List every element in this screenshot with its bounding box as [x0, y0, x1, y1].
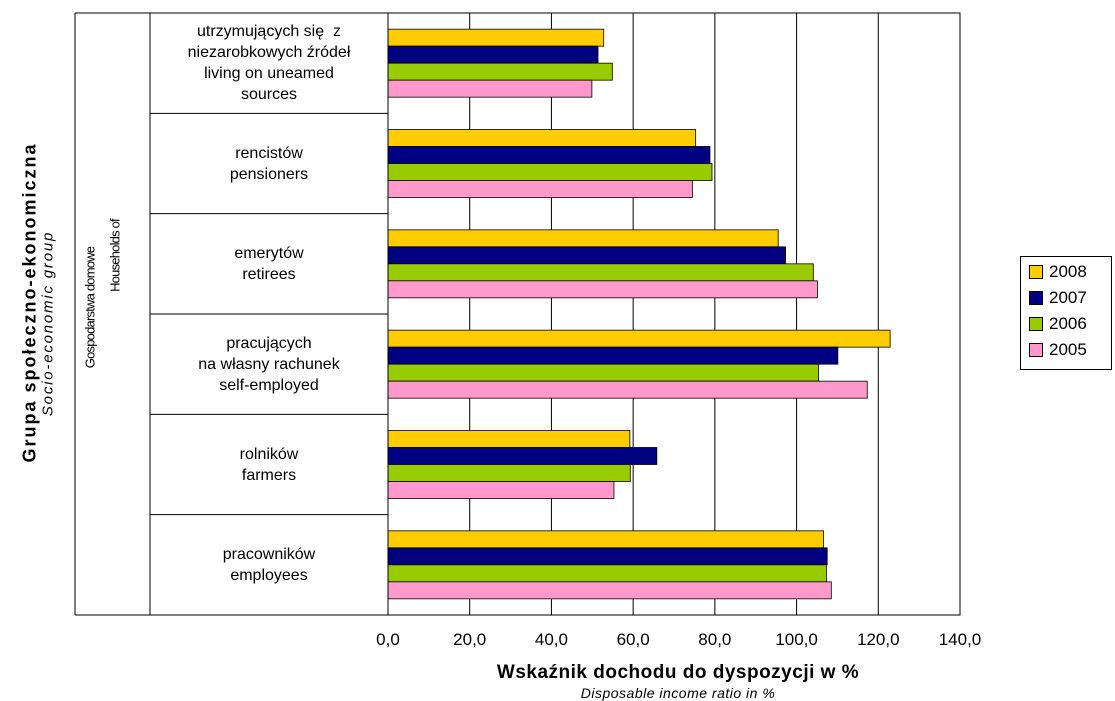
bar-2008 [387, 129, 697, 147]
y-axis-title: Grupa społeczno-ekonomiczna [19, 142, 40, 463]
bar-2005 [387, 180, 693, 198]
bar-2005 [387, 481, 615, 499]
bar-2005 [387, 79, 593, 98]
bar-2006 [387, 564, 827, 583]
category-label: utrzymujących się z niezarobkowych źróde… [187, 23, 351, 104]
legend-label: 2008 [1049, 262, 1087, 281]
bar-2006 [387, 263, 814, 282]
x-axis-subtitle: Disposable income ratio in % [580, 685, 776, 701]
bar-2008 [387, 430, 631, 448]
bar-2008 [387, 329, 891, 348]
gridlines [387, 13, 961, 615]
bar-2008 [387, 229, 779, 248]
bar-2007 [387, 246, 786, 265]
bar-2006 [387, 163, 713, 181]
category-label: pracujących na własny rachunek self-empl… [198, 334, 340, 394]
legend-swatch [1029, 291, 1043, 305]
y-axis-group-subtitle: Households of [107, 219, 123, 292]
bar-2008 [387, 530, 824, 549]
category-label: rolników farmers [239, 445, 299, 484]
legend-label: 2005 [1049, 340, 1087, 359]
bar-2007 [387, 346, 839, 365]
bar-2006 [387, 363, 820, 382]
bar-2006 [387, 464, 631, 482]
category-label: rencistów pensioners [229, 144, 309, 183]
chart-frame [74, 12, 961, 616]
bar-2007 [387, 45, 599, 64]
bar-2006 [387, 62, 613, 81]
bar-2008 [387, 28, 605, 47]
x-tick-label: 40,0 [534, 630, 568, 649]
legend-swatch [1029, 317, 1043, 331]
bar-2005 [387, 280, 818, 299]
bar-2005 [387, 380, 868, 399]
legend-swatch [1029, 265, 1043, 279]
legend-item: 2005 [1029, 339, 1087, 361]
legend-label: 2006 [1049, 314, 1087, 333]
x-tick-label: 80,0 [698, 630, 732, 649]
x-tick-label: 100,0 [775, 630, 818, 649]
bar-2007 [387, 447, 658, 465]
x-axis-title: Wskaźnik dochodu do dyspozycji w % [496, 662, 860, 683]
x-tick-label: 0,0 [376, 630, 400, 649]
bars [387, 28, 891, 600]
legend-item: 2007 [1029, 287, 1087, 309]
category-label: pracowników employees [222, 545, 316, 584]
x-tick-label: 120,0 [857, 630, 900, 649]
category-label: emerytów retirees [234, 244, 304, 283]
bar-2005 [387, 581, 832, 600]
bar-2007 [387, 547, 828, 566]
y-axis-group-title: Gospodarstwa domowe [82, 246, 98, 369]
x-tick-label: 140,0 [938, 630, 982, 649]
y-axis-subtitle: Socio-economic group [39, 230, 57, 417]
plot-border [387, 12, 961, 616]
legend-item: 2008 [1029, 261, 1087, 283]
legend-swatch [1029, 343, 1043, 357]
bar-2007 [387, 146, 711, 164]
x-tick-label: 60,0 [616, 630, 650, 649]
legend-label: 2007 [1049, 288, 1087, 307]
legend-item: 2006 [1029, 313, 1087, 335]
x-tick-label: 20,0 [453, 630, 487, 649]
legend: 2008 2007 2006 2005 [1020, 256, 1112, 370]
